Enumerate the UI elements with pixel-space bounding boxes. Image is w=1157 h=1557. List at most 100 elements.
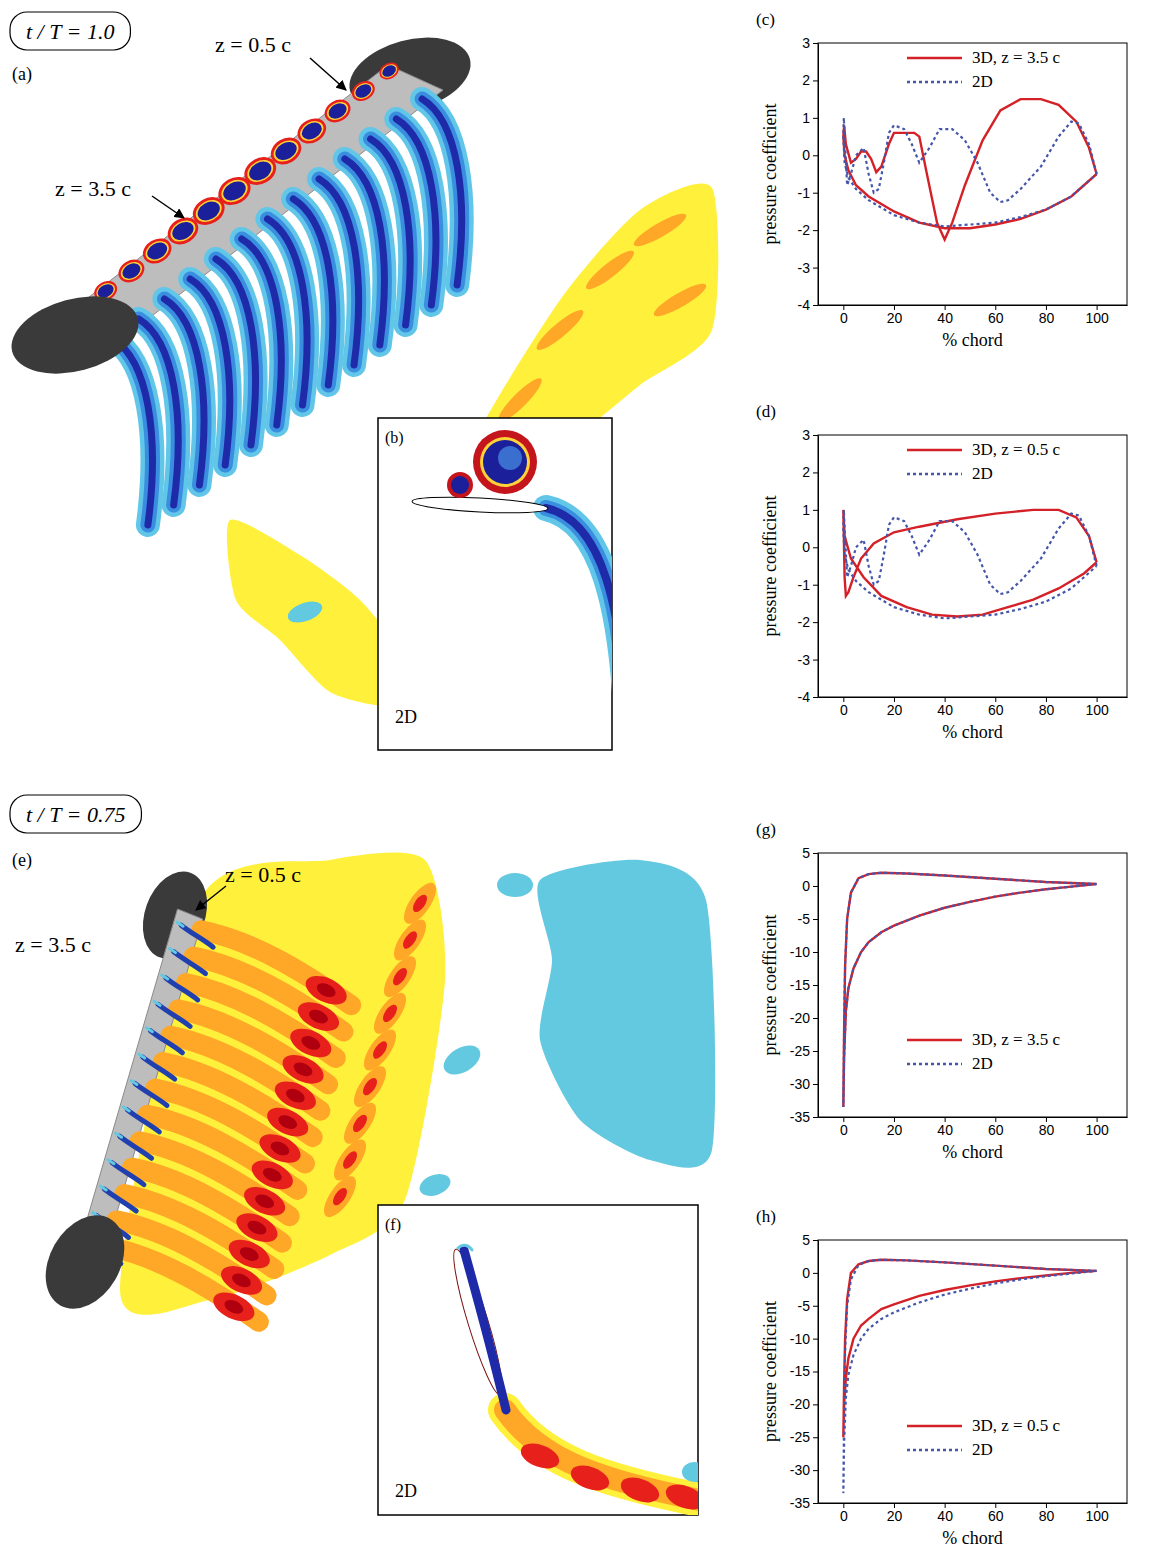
tick-mark bbox=[813, 510, 818, 511]
legend-swatch bbox=[907, 1063, 962, 1065]
vorticity-region bbox=[285, 597, 325, 626]
vorticity-core bbox=[318, 1171, 362, 1222]
tick-mark bbox=[813, 1240, 818, 1241]
tick-mark bbox=[813, 1306, 818, 1307]
series-line bbox=[843, 99, 1096, 239]
y-axis-title: pressure coefficient bbox=[760, 495, 780, 636]
tick-label: 40 bbox=[937, 1508, 953, 1524]
tick-mark bbox=[813, 80, 818, 81]
legend-label: 3D, z = 0.5 c bbox=[972, 1416, 1060, 1435]
tick-mark bbox=[813, 622, 818, 623]
tick: 60 bbox=[988, 1503, 1004, 1524]
tick-mark bbox=[813, 1117, 818, 1118]
legend: 3D, z = 0.5 c 2D bbox=[907, 1416, 1060, 1459]
tick-mark bbox=[813, 1084, 818, 1085]
tick-label: 0 bbox=[802, 1265, 810, 1281]
tick-label: 1 bbox=[802, 110, 810, 126]
tick-mark bbox=[813, 268, 818, 269]
vortex-core bbox=[245, 1218, 268, 1237]
tick: 80 bbox=[1039, 1503, 1055, 1524]
vortex-ring bbox=[167, 216, 199, 246]
tick-label: 100 bbox=[1085, 1508, 1109, 1524]
tick: -25 bbox=[790, 1043, 818, 1059]
illustration: t / T = 1.0(a)z = 0.5 cz = 3.5 c(b)2D bbox=[3, 12, 718, 760]
vortex-sheet bbox=[108, 1160, 114, 1164]
tick-label: 0 bbox=[802, 147, 810, 163]
axis-line bbox=[818, 1241, 819, 1504]
tick-label: 1 bbox=[802, 502, 810, 518]
time-label: t / T = 0.75 bbox=[26, 802, 125, 827]
tick-label: -3 bbox=[798, 652, 811, 668]
tick-label: 20 bbox=[887, 1122, 903, 1138]
wake-sheet bbox=[112, 1163, 144, 1185]
tick-label: 3 bbox=[802, 427, 810, 443]
vorticity-core bbox=[582, 246, 638, 294]
tick: -10 bbox=[790, 944, 818, 960]
tick: 60 bbox=[988, 1117, 1004, 1138]
vorticity-core bbox=[631, 209, 690, 251]
tick: 20 bbox=[887, 697, 903, 718]
vortex-core bbox=[517, 1439, 562, 1473]
vortex-core bbox=[307, 1007, 330, 1026]
tick-label: -35 bbox=[790, 1495, 810, 1511]
y-axis: -35-30-25-20-15-10-505 bbox=[790, 1232, 819, 1511]
axis-line bbox=[819, 697, 1128, 698]
vorticity-core bbox=[533, 305, 588, 354]
tick-label: 0 bbox=[840, 1508, 848, 1524]
vortex-core bbox=[291, 1060, 314, 1079]
tick-label: -4 bbox=[798, 297, 811, 313]
legend-label: 2D bbox=[972, 464, 993, 483]
tick-label: -10 bbox=[790, 944, 810, 960]
vorticity-core bbox=[330, 1186, 350, 1208]
tick-label: -5 bbox=[798, 1298, 811, 1314]
tick-label: -5 bbox=[798, 911, 811, 927]
tick-label: -25 bbox=[790, 1429, 810, 1445]
x-axis: 020406080100 bbox=[819, 697, 1128, 718]
legend-label: 2D bbox=[972, 72, 993, 91]
tick-label: 60 bbox=[988, 310, 1004, 326]
tick-label: -1 bbox=[798, 577, 811, 593]
tick-mark bbox=[813, 547, 818, 548]
inset-content bbox=[446, 1245, 698, 1514]
time-label-box bbox=[10, 12, 130, 50]
vortex-core bbox=[299, 119, 325, 143]
tick: 0 bbox=[802, 147, 818, 163]
vortex-core bbox=[246, 158, 275, 184]
vorticity-core bbox=[400, 929, 420, 951]
time-label-box bbox=[10, 795, 141, 833]
tick-label: 60 bbox=[988, 1122, 1004, 1138]
tick: -3 bbox=[798, 260, 818, 276]
wake-sheet bbox=[166, 978, 198, 1000]
series-line bbox=[843, 873, 1096, 1107]
tick-label: 5 bbox=[802, 1232, 810, 1248]
wake-sheet bbox=[113, 339, 153, 525]
arrow bbox=[196, 886, 226, 910]
legend-label: 2D bbox=[972, 1054, 993, 1073]
vortex-sheet bbox=[177, 922, 183, 926]
wake-sheet bbox=[120, 1136, 152, 1158]
arrow bbox=[152, 196, 184, 218]
tick: 2 bbox=[802, 72, 818, 88]
vorticity-core bbox=[350, 1112, 370, 1134]
tick-mark bbox=[813, 118, 818, 119]
vortex-core bbox=[144, 239, 170, 263]
legend-label: 2D bbox=[972, 1440, 993, 1459]
tick-label: 60 bbox=[988, 1508, 1004, 1524]
vortex-core bbox=[299, 1033, 322, 1052]
plot-area bbox=[843, 873, 1096, 1107]
tick: 3 bbox=[802, 35, 818, 51]
y-axis: -4-3-2-10123 bbox=[798, 427, 819, 705]
vorticity-region bbox=[682, 1462, 698, 1482]
vortex-core bbox=[194, 198, 223, 224]
vortex-ring bbox=[114, 255, 148, 287]
tick-label: -10 bbox=[790, 1331, 810, 1347]
tick-mark bbox=[813, 1470, 818, 1471]
axis-line bbox=[818, 436, 819, 698]
tick-mark bbox=[813, 1018, 818, 1019]
plot-area bbox=[843, 99, 1096, 239]
vortex-ring bbox=[473, 430, 537, 494]
vortex-core bbox=[451, 476, 469, 494]
tick: 0 bbox=[802, 539, 818, 555]
x-axis: 020406080100 bbox=[819, 305, 1128, 326]
vorticity-region bbox=[439, 1040, 486, 1081]
